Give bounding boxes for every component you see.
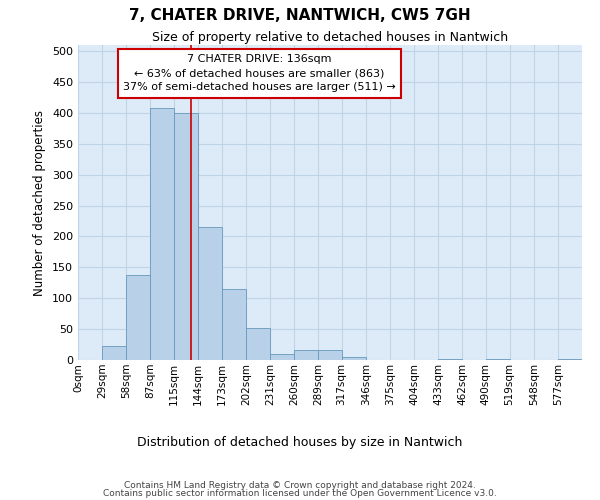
Bar [558, 359, 582, 360]
Bar [438, 359, 462, 360]
Bar [485, 359, 509, 360]
Text: 7, CHATER DRIVE, NANTWICH, CW5 7GH: 7, CHATER DRIVE, NANTWICH, CW5 7GH [129, 8, 471, 22]
Bar [102, 346, 126, 360]
Bar [198, 226, 222, 360]
Text: 7 CHATER DRIVE: 136sqm
← 63% of detached houses are smaller (863)
37% of semi-de: 7 CHATER DRIVE: 136sqm ← 63% of detached… [123, 54, 396, 92]
Text: Contains public sector information licensed under the Open Government Licence v3: Contains public sector information licen… [103, 488, 497, 498]
Bar [294, 350, 319, 360]
Bar [222, 289, 246, 360]
Bar [173, 113, 198, 360]
Title: Size of property relative to detached houses in Nantwich: Size of property relative to detached ho… [152, 31, 508, 44]
Text: Contains HM Land Registry data © Crown copyright and database right 2024.: Contains HM Land Registry data © Crown c… [124, 481, 476, 490]
Bar [126, 276, 151, 360]
Bar [319, 350, 341, 360]
Bar [341, 357, 366, 360]
Y-axis label: Number of detached properties: Number of detached properties [34, 110, 46, 296]
Text: Distribution of detached houses by size in Nantwich: Distribution of detached houses by size … [137, 436, 463, 449]
Bar [151, 108, 173, 360]
Bar [270, 354, 294, 360]
Bar [246, 328, 270, 360]
